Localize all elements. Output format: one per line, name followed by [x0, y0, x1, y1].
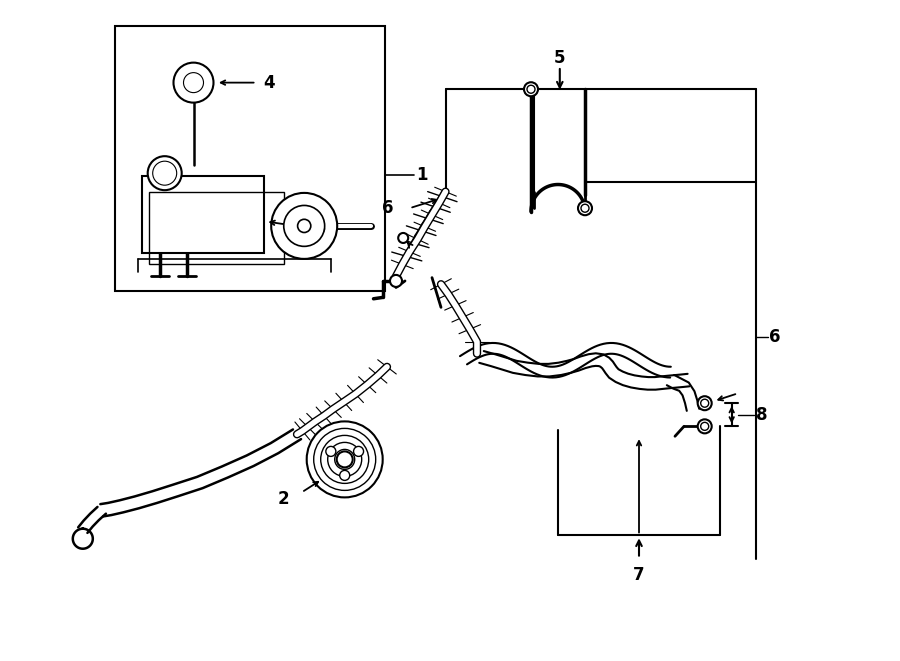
Text: 1: 1: [416, 166, 428, 184]
Circle shape: [271, 193, 338, 259]
Circle shape: [701, 422, 708, 430]
Circle shape: [524, 82, 538, 97]
Circle shape: [184, 73, 203, 93]
Bar: [149, 192, 284, 264]
Circle shape: [307, 422, 382, 497]
Text: 5: 5: [554, 48, 565, 67]
Circle shape: [174, 63, 213, 102]
Circle shape: [337, 451, 353, 467]
Bar: [115, 26, 385, 291]
Circle shape: [148, 156, 182, 190]
Circle shape: [527, 85, 535, 93]
Circle shape: [153, 161, 176, 185]
Circle shape: [578, 201, 592, 215]
Text: 6: 6: [770, 328, 781, 346]
Text: 6: 6: [382, 199, 393, 217]
Circle shape: [284, 206, 325, 247]
Circle shape: [701, 399, 708, 407]
Text: 7: 7: [634, 566, 644, 584]
Circle shape: [339, 471, 350, 481]
Text: 8: 8: [756, 406, 768, 424]
Text: 4: 4: [263, 73, 274, 92]
Circle shape: [335, 449, 355, 469]
Text: 2: 2: [278, 490, 289, 508]
Text: 3: 3: [315, 219, 327, 237]
Circle shape: [698, 419, 712, 434]
Circle shape: [326, 446, 336, 456]
Circle shape: [354, 446, 364, 456]
Circle shape: [390, 275, 402, 287]
Bar: [142, 176, 264, 253]
Circle shape: [314, 428, 375, 490]
Circle shape: [320, 436, 369, 483]
Circle shape: [298, 219, 310, 233]
Circle shape: [328, 442, 362, 477]
Circle shape: [581, 204, 589, 212]
Circle shape: [398, 233, 409, 243]
Circle shape: [698, 396, 712, 410]
